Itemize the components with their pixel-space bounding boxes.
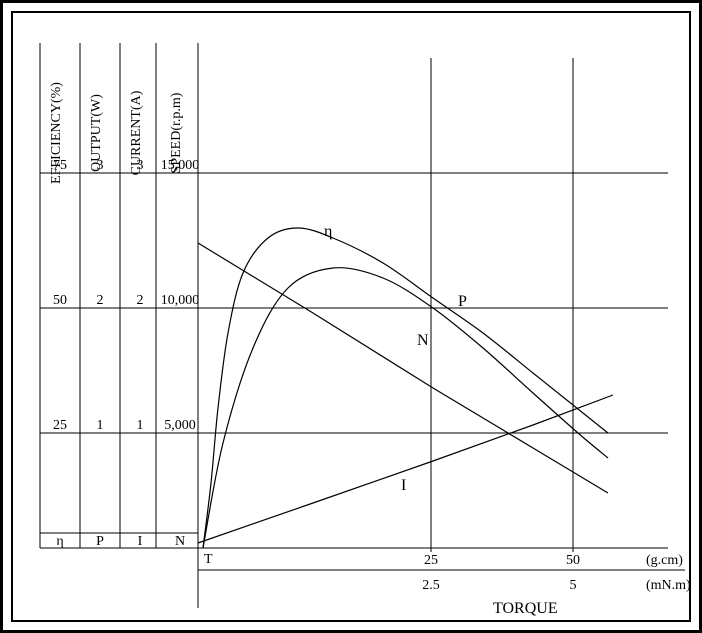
ytick-spd: 5,000 bbox=[164, 418, 196, 433]
ytick-out: 2 bbox=[97, 293, 104, 308]
curve-output bbox=[203, 268, 608, 548]
curve-label-N: N bbox=[417, 332, 429, 349]
x-unit: (mN.m) bbox=[646, 578, 691, 593]
chart-svg: EFFICIENCY(%)755025ηOUTPUT(W)321PCURRENT… bbox=[13, 13, 693, 624]
ytick-spd: 10,000 bbox=[161, 293, 200, 308]
ytick-out: 3 bbox=[97, 158, 104, 173]
origin-tick: T bbox=[204, 552, 213, 567]
x-axis-label: TORQUE bbox=[493, 600, 558, 617]
ytick-cur: 1 bbox=[137, 418, 144, 433]
outer-frame: EFFICIENCY(%)755025ηOUTPUT(W)321PCURRENT… bbox=[0, 0, 702, 633]
curve-efficiency bbox=[203, 228, 608, 548]
xtick: 2.5 bbox=[422, 578, 440, 593]
ytick-out: 1 bbox=[97, 418, 104, 433]
ytick-eff: 50 bbox=[53, 293, 67, 308]
col-sym-cur: I bbox=[138, 534, 143, 549]
ytick-spd: 15,000 bbox=[161, 158, 200, 173]
col-sym-out: P bbox=[96, 534, 104, 549]
curve-label-I: I bbox=[401, 477, 406, 494]
ytick-cur: 3 bbox=[137, 158, 144, 173]
curve-speed bbox=[198, 243, 608, 493]
ytick-eff: 75 bbox=[53, 158, 67, 173]
xtick: 50 bbox=[566, 553, 580, 568]
curve-label-P: P bbox=[458, 293, 467, 310]
ytick-eff: 25 bbox=[53, 418, 67, 433]
col-sym-eff: η bbox=[56, 534, 63, 549]
ytick-cur: 2 bbox=[137, 293, 144, 308]
xtick: 5 bbox=[570, 578, 577, 593]
x-unit: (g.cm) bbox=[646, 553, 683, 568]
curve-current bbox=[198, 395, 613, 543]
col-sym-spd: N bbox=[175, 534, 185, 549]
curve-label-eta: η bbox=[324, 223, 332, 240]
xtick: 25 bbox=[424, 553, 438, 568]
inner-frame: EFFICIENCY(%)755025ηOUTPUT(W)321PCURRENT… bbox=[11, 11, 691, 622]
